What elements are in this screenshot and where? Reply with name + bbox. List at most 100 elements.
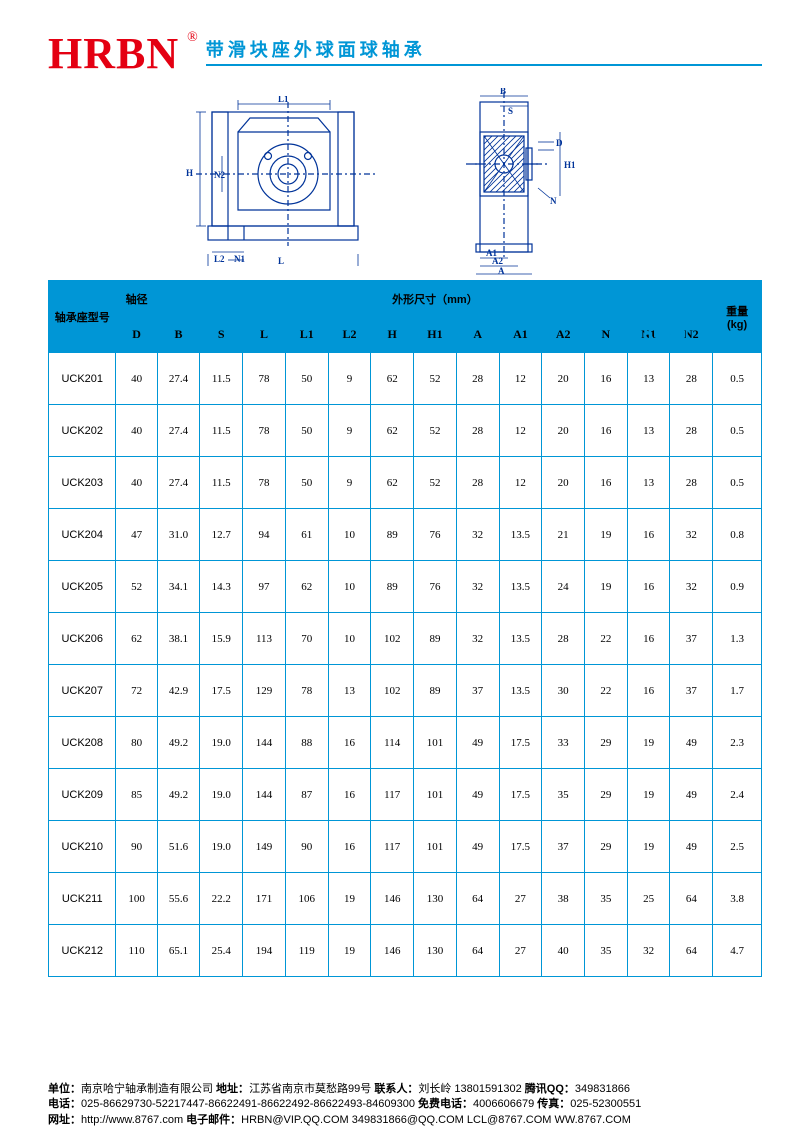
cell-value: 35 [585, 925, 628, 977]
cell-value: 10 [328, 561, 371, 613]
spec-table: 轴承座型号 轴径 外形尺寸（mm） 重量 (kg) DBSLL1L2HH1AA1… [48, 280, 762, 977]
cell-value: 94 [243, 509, 286, 561]
cell-value: 80 [116, 717, 157, 769]
cell-value: 119 [285, 925, 328, 977]
cell-model: UCK204 [49, 509, 116, 561]
cell-value: 76 [414, 509, 457, 561]
cell-value: 24 [542, 561, 585, 613]
cell-value: 16 [627, 613, 670, 665]
cell-value: 62 [371, 457, 414, 509]
cell-value: 29 [585, 769, 628, 821]
cell-value: 0.9 [713, 561, 762, 613]
cell-value: 16 [585, 457, 628, 509]
cell-value: 15.9 [200, 613, 243, 665]
cell-value: 49 [670, 769, 713, 821]
table-row: UCK2055234.114.397621089763213.524191632… [49, 561, 762, 613]
cell-value: 28 [456, 457, 499, 509]
cell-value: 101 [414, 821, 457, 873]
cell-value: 89 [414, 665, 457, 717]
cell-value: 1.3 [713, 613, 762, 665]
cell-value: 4.7 [713, 925, 762, 977]
cell-value: 129 [243, 665, 286, 717]
table-row: UCK2109051.619.014990161171014917.537291… [49, 821, 762, 873]
footer-line-2: 电话：025-86629730-52217447-86622491-866224… [48, 1097, 762, 1112]
col-weight-header: 重量 (kg) [713, 281, 762, 353]
cell-value: 40 [116, 353, 157, 405]
cell-value: 90 [116, 821, 157, 873]
cell-value: 88 [285, 717, 328, 769]
cell-value: 32 [456, 613, 499, 665]
cell-value: 49 [456, 769, 499, 821]
cell-model: UCK207 [49, 665, 116, 717]
dim-h: H [186, 168, 193, 178]
cell-value: 117 [371, 769, 414, 821]
cell-value: 32 [456, 561, 499, 613]
col-l1-header: L1 [285, 317, 328, 353]
cell-value: 146 [371, 925, 414, 977]
cell-value: 27.4 [157, 353, 200, 405]
cell-value: 32 [456, 509, 499, 561]
cell-value: 49 [456, 717, 499, 769]
cell-value: 35 [585, 873, 628, 925]
cell-value: 49.2 [157, 769, 200, 821]
technical-drawing: L1 H N2 L2 N1 L [48, 76, 762, 276]
series-label: UCK系列 [618, 320, 690, 344]
cell-value: 28 [456, 353, 499, 405]
cell-value: 40 [116, 405, 157, 457]
cell-value: 11.5 [200, 405, 243, 457]
cell-value: 49 [456, 821, 499, 873]
col-a2-header: A2 [542, 317, 585, 353]
cell-value: 106 [285, 873, 328, 925]
cell-value: 9 [328, 353, 371, 405]
cell-value: 11.5 [200, 353, 243, 405]
cell-model: UCK210 [49, 821, 116, 873]
cell-value: 100 [116, 873, 157, 925]
dim-l2: L2 [214, 254, 225, 264]
cell-value: 101 [414, 769, 457, 821]
cell-value: 47 [116, 509, 157, 561]
cell-value: 17.5 [499, 769, 542, 821]
cell-value: 50 [285, 405, 328, 457]
cell-value: 0.5 [713, 353, 762, 405]
dim-n1: N1 [234, 254, 245, 264]
table-row: UCK2066238.115.91137010102893213.5282216… [49, 613, 762, 665]
cell-value: 78 [243, 405, 286, 457]
footer: 单位：南京哈宁轴承制造有限公司 地址：江苏省南京市莫愁路99号 联系人：刘长岭 … [48, 1082, 762, 1128]
front-view-drawing: L1 H N2 L2 N1 L [178, 96, 398, 266]
cell-value: 19 [585, 561, 628, 613]
dim-a2: A2 [492, 256, 503, 266]
cell-value: 64 [670, 925, 713, 977]
cell-value: 62 [116, 613, 157, 665]
cell-value: 89 [371, 509, 414, 561]
cell-value: 29 [585, 717, 628, 769]
cell-value: 19 [328, 925, 371, 977]
cell-value: 49 [670, 821, 713, 873]
cell-value: 55.6 [157, 873, 200, 925]
cell-value: 2.3 [713, 717, 762, 769]
cell-value: 62 [371, 405, 414, 457]
cell-value: 16 [585, 405, 628, 457]
cell-value: 30 [542, 665, 585, 717]
cell-value: 13.5 [499, 561, 542, 613]
cell-value: 89 [414, 613, 457, 665]
cell-value: 16 [585, 353, 628, 405]
cell-value: 16 [328, 717, 371, 769]
cell-value: 27.4 [157, 457, 200, 509]
col-h-header: H [371, 317, 414, 353]
cell-value: 13 [328, 665, 371, 717]
cell-value: 85 [116, 769, 157, 821]
cell-value: 144 [243, 717, 286, 769]
cell-value: 25.4 [200, 925, 243, 977]
cell-value: 37 [670, 665, 713, 717]
cell-value: 37 [542, 821, 585, 873]
cell-value: 19 [328, 873, 371, 925]
table-row: UCK2014027.411.57850962522812201613280.5 [49, 353, 762, 405]
cell-value: 27 [499, 925, 542, 977]
page-title: 带滑块座外球面球轴承 [206, 36, 762, 66]
cell-value: 37 [670, 613, 713, 665]
cell-value: 17.5 [499, 717, 542, 769]
cell-value: 49 [670, 717, 713, 769]
cell-value: 20 [542, 405, 585, 457]
dim-b: B [500, 88, 506, 96]
cell-value: 3.8 [713, 873, 762, 925]
